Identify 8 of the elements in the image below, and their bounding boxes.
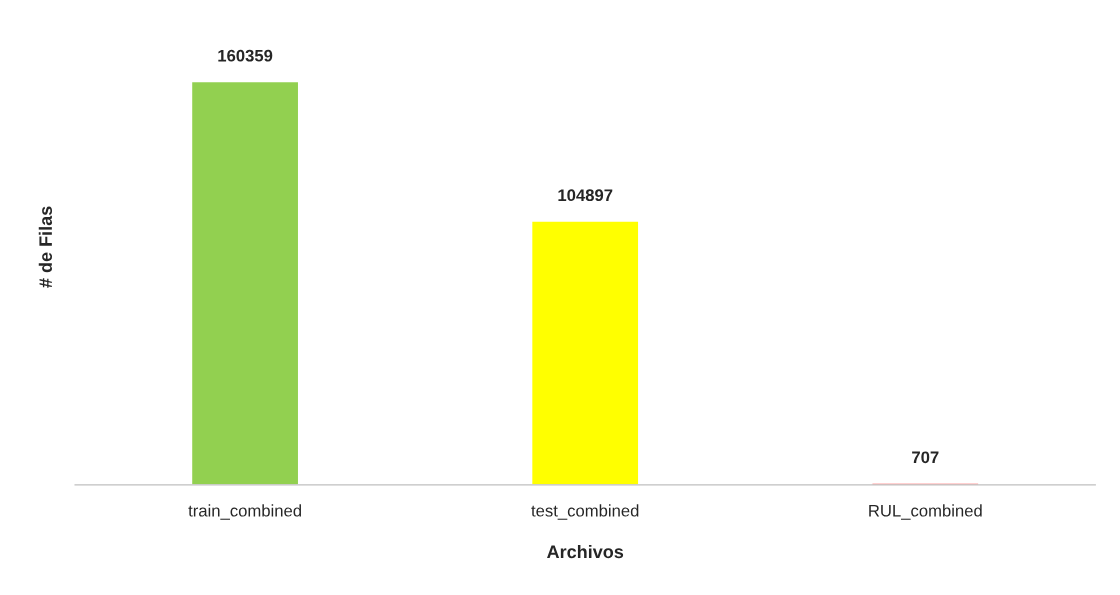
x-tick-label: RUL_combined (869, 504, 982, 520)
y-axis-title: # de Filas (38, 206, 53, 288)
data-label: 707 (912, 451, 939, 464)
x-tick-label: test_combined (531, 504, 639, 520)
x-tick-label: train_combined (188, 504, 301, 520)
data-label: 160359 (218, 49, 273, 62)
data-label: 104897 (558, 189, 613, 202)
x-axis-title: Archivos (547, 544, 624, 559)
